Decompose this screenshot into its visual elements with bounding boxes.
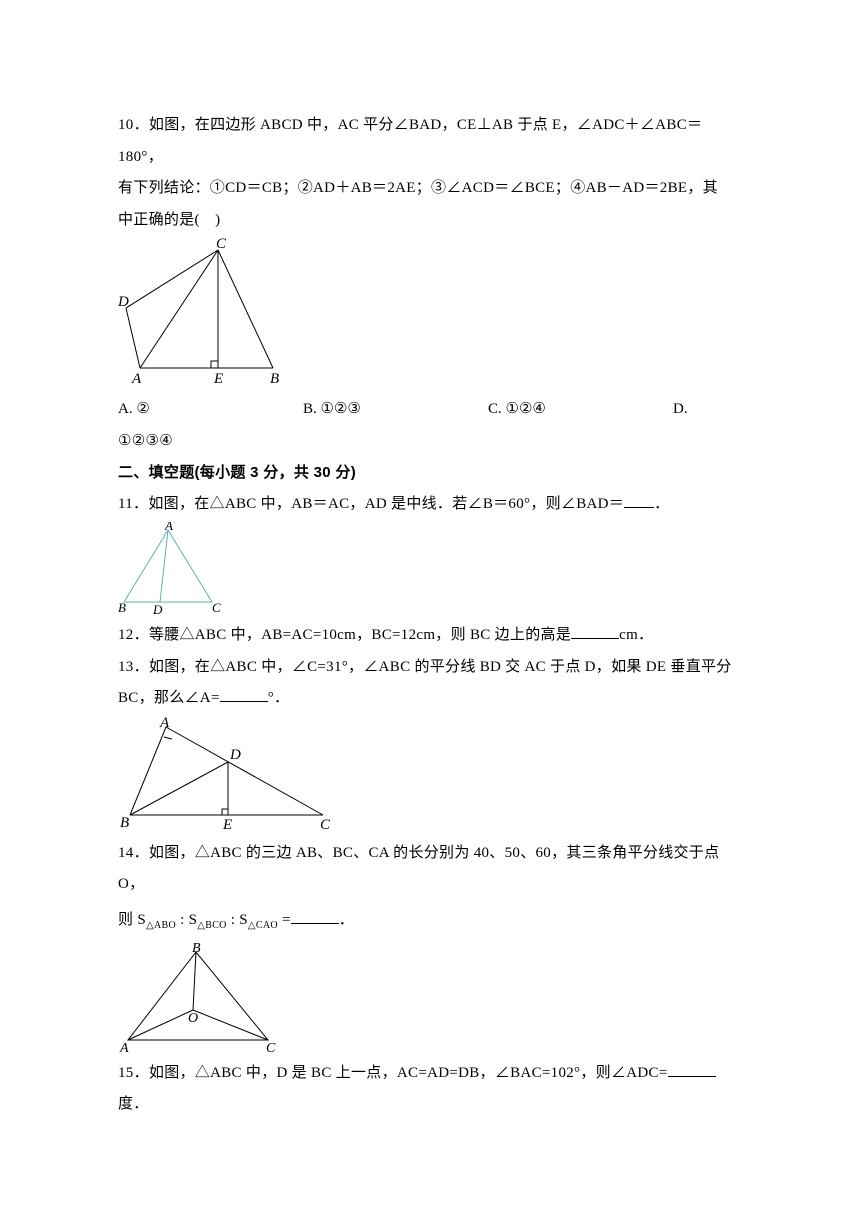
q14-s2: △BCO (197, 920, 226, 931)
svg-text:A: A (159, 717, 170, 731)
q14-eq: = (278, 912, 291, 928)
svg-text:C: C (216, 238, 227, 252)
svg-text:B: B (118, 600, 126, 614)
q14-figure: B O A C (118, 942, 742, 1052)
section2-heading: 二、填空题(每小题 3 分，共 30 分) (118, 457, 742, 489)
svg-text:A: A (119, 1041, 129, 1052)
q13-pre: BC，那么∠A= (118, 690, 220, 706)
q14-stem: 14．如图，△ABC 的三边 AB、BC、CA 的长分别为 40、50、60，其… (118, 838, 742, 901)
q13-figure: A D B E C (118, 717, 742, 832)
q15-pre: 15．如图，△ABC 中，D 是 BC 上一点，AC=AD=DB，∠BAC=10… (118, 1065, 668, 1081)
q10-opt-d-tail: ①②③④ (118, 426, 742, 458)
q14-c1: : S (176, 912, 197, 928)
q15-post: 度． (118, 1096, 149, 1112)
q11-text: 11．如图，在△ABC 中，AB＝AC，AD 是中线．若∠B＝60°，则∠BAD… (118, 496, 624, 512)
svg-text:C: C (266, 1041, 276, 1052)
svg-text:E: E (213, 371, 223, 387)
q11-figure: A B D C (118, 522, 742, 614)
q13-blank[interactable] (220, 687, 268, 702)
q10-opt-c[interactable]: C. ①②④ (488, 394, 673, 426)
q14-tail: ． (339, 912, 354, 928)
q14-s3: △CAO (248, 920, 278, 931)
q11-blank[interactable] (624, 493, 654, 508)
q10-line2: 有下列结论：①CD＝CB；②AD＋AB＝2AE；③∠ACD＝∠BCE；④AB－A… (118, 173, 742, 205)
svg-text:C: C (320, 817, 331, 832)
q14-s1: △ABO (146, 920, 176, 931)
svg-text:D: D (229, 747, 241, 763)
q11-tail: ． (654, 496, 669, 512)
q10-line1: 10．如图，在四边形 ABCD 中，AC 平分∠BAD，CE⊥AB 于点 E，∠… (118, 110, 742, 173)
svg-text:C: C (212, 600, 221, 614)
q14-pre: 则 S (118, 912, 146, 928)
svg-text:B: B (270, 371, 279, 387)
svg-text:B: B (120, 815, 129, 831)
q11-stem: 11．如图，在△ABC 中，AB＝AC，AD 是中线．若∠B＝60°，则∠BAD… (118, 489, 742, 521)
q12-stem: 12．等腰△ABC 中，AB=AC=10cm，BC=12cm，则 BC 边上的高… (118, 620, 742, 652)
q15-stem: 15．如图，△ABC 中，D 是 BC 上一点，AC=AD=DB，∠BAC=10… (118, 1058, 742, 1121)
q10-options: A. ② B. ①②③ C. ①②④ D. (118, 394, 742, 426)
svg-text:D: D (152, 602, 163, 614)
q12-tail: cm． (619, 627, 653, 643)
q14-c2: : S (227, 912, 248, 928)
svg-text:B: B (192, 942, 201, 956)
q12-blank[interactable] (571, 624, 619, 639)
svg-text:D: D (118, 294, 129, 310)
svg-text:A: A (164, 522, 173, 533)
svg-text:O: O (188, 1011, 198, 1026)
q14-ratio: 则 S△ABO : S△BCO : S△CAO =． (118, 901, 742, 940)
q10-line3: 中正确的是( ) (118, 205, 742, 237)
q12-text: 12．等腰△ABC 中，AB=AC=10cm，BC=12cm，则 BC 边上的高… (118, 627, 571, 643)
q15-blank[interactable] (668, 1062, 716, 1077)
svg-text:A: A (131, 371, 142, 387)
q10-opt-a[interactable]: A. ② (118, 394, 303, 426)
q10-opt-b[interactable]: B. ①②③ (303, 394, 488, 426)
q10-opt-d[interactable]: D. (673, 394, 688, 426)
q10-figure: C D A E B (118, 238, 742, 388)
svg-text:E: E (222, 817, 232, 832)
q13-line2: BC，那么∠A= °． (118, 683, 742, 715)
q13-line1: 13．如图，在△ABC 中，∠C=31°，∠ABC 的平分线 BD 交 AC 于… (118, 652, 742, 684)
q14-blank[interactable] (291, 909, 339, 924)
q13-post: °． (268, 690, 290, 706)
